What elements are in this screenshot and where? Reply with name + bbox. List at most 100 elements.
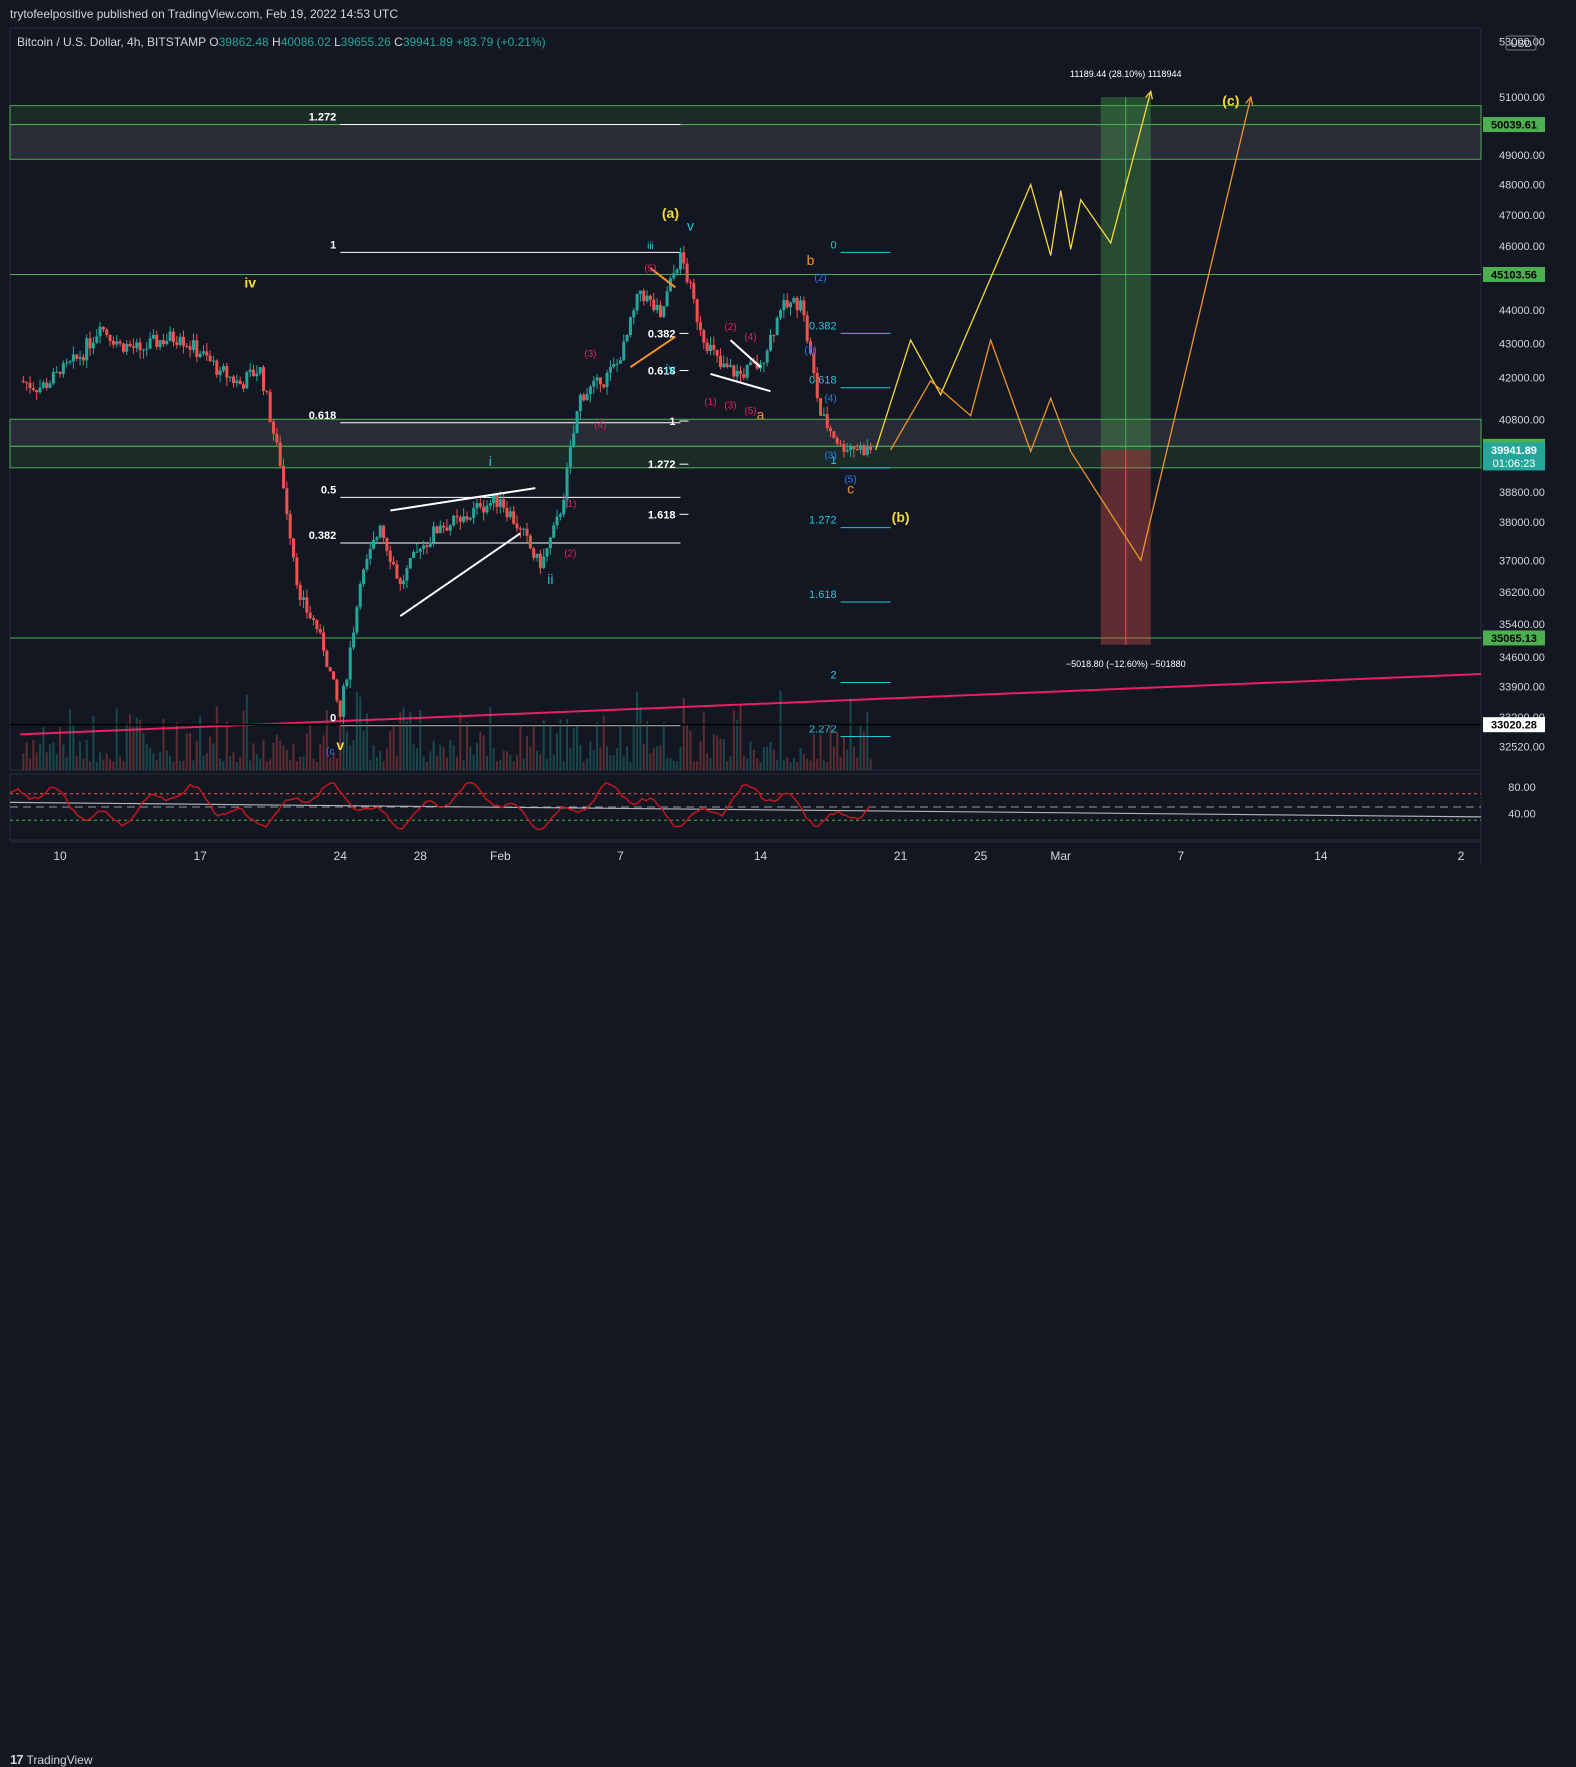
candle-body <box>862 445 866 455</box>
candle-body <box>272 421 276 434</box>
candle-body <box>468 517 472 520</box>
candle-body <box>205 351 209 356</box>
fib-right-label: 2 <box>830 669 836 681</box>
volume-bar <box>609 755 612 770</box>
time-tick-label: 2 <box>1458 849 1465 863</box>
candle-body <box>782 300 786 311</box>
open-value: 39862.48 <box>219 35 269 49</box>
candle-body <box>795 297 799 311</box>
candle-body <box>295 557 299 585</box>
candle-body <box>118 341 122 344</box>
candle-body <box>869 445 873 450</box>
volume-bar <box>489 706 492 770</box>
candle-body <box>762 362 766 364</box>
volume-bar <box>85 739 88 770</box>
candle-body <box>415 551 419 553</box>
volume-bar <box>409 712 412 770</box>
volume-bar <box>142 733 145 770</box>
candle-body <box>588 386 592 394</box>
candle-body <box>498 499 502 508</box>
volume-bar <box>616 748 619 770</box>
volume-bar <box>442 746 445 770</box>
volume-bar <box>619 724 622 770</box>
candle-body <box>542 556 546 569</box>
chart-canvas[interactable]: Bitcoin / U.S. Dollar, 4h, BITSTAMP O398… <box>0 0 1576 910</box>
candle-body <box>605 372 609 388</box>
volume-bar <box>92 716 95 770</box>
candle-body <box>728 365 732 368</box>
candle-body <box>508 511 512 518</box>
high-value: 40086.02 <box>281 35 331 49</box>
candle-body <box>425 545 429 547</box>
tradingview-brand: TradingView <box>26 1752 93 1767</box>
volume-bars <box>22 690 872 770</box>
volume-bar <box>385 748 388 770</box>
volume-bar <box>686 725 689 770</box>
candle-body <box>332 671 336 680</box>
candle-body <box>405 568 409 581</box>
candle-body <box>452 515 456 526</box>
volume-bar <box>109 759 112 770</box>
candle-body <box>231 376 235 384</box>
volume-bar <box>422 756 425 770</box>
candle-body <box>285 488 289 515</box>
volume-bar <box>82 758 85 770</box>
candle-body <box>75 354 79 359</box>
candle-body <box>695 299 699 323</box>
candle-body <box>368 548 372 559</box>
volume-bar <box>119 756 122 770</box>
volume-bar <box>205 753 208 770</box>
candle-body <box>552 525 556 538</box>
rsi-line <box>9 781 871 831</box>
candle-body <box>145 348 149 350</box>
volume-bar <box>756 758 759 770</box>
volume-bar <box>572 727 575 770</box>
wave-label: (4) <box>744 332 756 343</box>
candle-body <box>105 329 109 335</box>
candle-body <box>238 380 242 385</box>
candle-body <box>562 499 566 515</box>
candle-body <box>749 362 753 366</box>
price-marker-bg <box>1483 117 1545 133</box>
tradingview-logo[interactable]: 17 TradingView <box>10 1752 93 1767</box>
candle-body <box>475 503 479 509</box>
volume-bar <box>856 757 859 770</box>
price-tick-label: 48000.00 <box>1499 180 1545 192</box>
candle-body <box>572 433 576 448</box>
volume-bar <box>596 722 599 770</box>
candle-body <box>799 300 803 311</box>
volume-bar <box>285 750 288 770</box>
candle-body <box>725 363 729 368</box>
volume-bar <box>539 754 542 770</box>
candle-body <box>642 290 646 302</box>
candle-body <box>328 667 332 672</box>
wave-label: (1) <box>804 346 816 357</box>
candle-body <box>472 508 476 518</box>
price-marker-label: 33020.28 <box>1491 720 1537 732</box>
time-tick-label: 14 <box>754 849 768 863</box>
candle-body <box>241 384 245 389</box>
price-tick-label: 40800.00 <box>1499 414 1545 426</box>
wave-label: c <box>847 481 854 497</box>
volume-bar <box>672 760 675 770</box>
candle-body <box>355 607 359 633</box>
volume-bar <box>729 756 732 770</box>
footer-bar: 17 TradingView <box>0 872 1576 1767</box>
fib-right-label: 0.382 <box>809 320 837 332</box>
candle-body <box>225 366 229 378</box>
volume-bar <box>529 746 532 770</box>
volume-bar <box>402 707 405 770</box>
wave-label: (5) <box>744 406 756 417</box>
candle-body <box>141 349 145 351</box>
volume-bar <box>425 761 428 770</box>
candle-body <box>712 344 716 350</box>
volume-bar <box>325 710 328 770</box>
volume-bar <box>355 691 358 770</box>
tradingview-logo-icon: 17 <box>10 1752 24 1767</box>
candle-body <box>275 433 279 443</box>
volume-bar <box>749 741 752 770</box>
volume-bar <box>392 723 395 770</box>
wedge-line <box>399 532 521 617</box>
candle-body <box>575 411 579 434</box>
candle-body <box>859 445 863 450</box>
